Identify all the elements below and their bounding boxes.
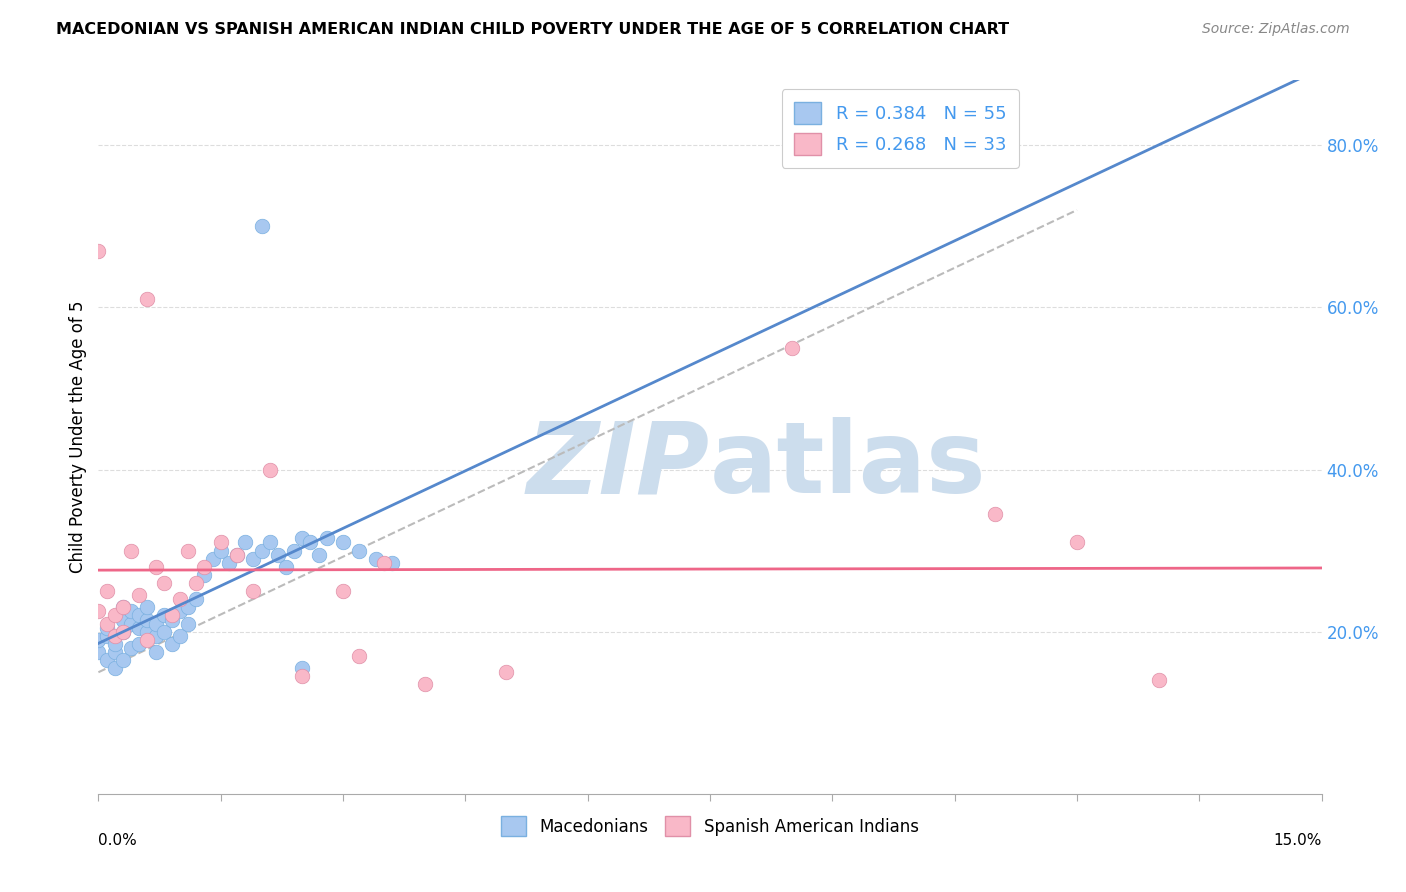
Point bbox=[87, 645, 110, 659]
Point bbox=[308, 548, 330, 562]
Point bbox=[128, 608, 150, 623]
Point bbox=[169, 592, 191, 607]
Point bbox=[111, 624, 134, 639]
Text: 15.0%: 15.0% bbox=[1274, 833, 1322, 848]
Text: atlas: atlas bbox=[710, 417, 987, 514]
Text: MACEDONIAN VS SPANISH AMERICAN INDIAN CHILD POVERTY UNDER THE AGE OF 5 CORRELATI: MACEDONIAN VS SPANISH AMERICAN INDIAN CH… bbox=[56, 22, 1010, 37]
Point bbox=[381, 556, 404, 570]
Point bbox=[291, 532, 314, 546]
Point bbox=[177, 543, 200, 558]
Point bbox=[201, 551, 224, 566]
Point bbox=[177, 616, 200, 631]
Point bbox=[169, 629, 191, 643]
Point bbox=[349, 648, 371, 663]
Point bbox=[259, 535, 281, 549]
Point bbox=[186, 592, 208, 607]
Point bbox=[104, 637, 127, 651]
Point bbox=[120, 640, 142, 655]
Point bbox=[299, 535, 322, 549]
Point bbox=[267, 548, 290, 562]
Point bbox=[291, 669, 314, 683]
Point bbox=[209, 535, 232, 549]
Point bbox=[274, 559, 297, 574]
Point bbox=[87, 632, 110, 647]
Point bbox=[315, 532, 337, 546]
Point bbox=[136, 613, 159, 627]
Point bbox=[87, 244, 110, 258]
Point bbox=[413, 677, 436, 691]
Point bbox=[193, 559, 215, 574]
Point bbox=[177, 600, 200, 615]
Point bbox=[373, 556, 395, 570]
Point bbox=[96, 584, 118, 599]
Point bbox=[169, 604, 191, 618]
Point bbox=[96, 629, 118, 643]
Point bbox=[495, 665, 517, 680]
Point bbox=[152, 624, 174, 639]
Point bbox=[128, 637, 150, 651]
Point bbox=[145, 645, 167, 659]
Point bbox=[111, 613, 134, 627]
Point bbox=[984, 507, 1007, 521]
Point bbox=[104, 645, 127, 659]
Point bbox=[111, 624, 134, 639]
Point bbox=[332, 535, 354, 549]
Point bbox=[160, 637, 183, 651]
Point bbox=[193, 568, 215, 582]
Point bbox=[104, 629, 127, 643]
Point bbox=[186, 576, 208, 591]
Point bbox=[160, 613, 183, 627]
Point bbox=[96, 616, 118, 631]
Point bbox=[145, 559, 167, 574]
Y-axis label: Child Poverty Under the Age of 5: Child Poverty Under the Age of 5 bbox=[69, 301, 87, 574]
Point bbox=[226, 548, 249, 562]
Point bbox=[136, 600, 159, 615]
Point bbox=[145, 616, 167, 631]
Point bbox=[1147, 673, 1170, 688]
Point bbox=[111, 653, 134, 667]
Point bbox=[259, 462, 281, 476]
Point bbox=[136, 632, 159, 647]
Point bbox=[283, 543, 305, 558]
Point bbox=[218, 556, 240, 570]
Point bbox=[780, 341, 803, 355]
Point bbox=[96, 621, 118, 635]
Point bbox=[242, 584, 264, 599]
Point bbox=[226, 548, 249, 562]
Point bbox=[242, 551, 264, 566]
Point bbox=[152, 608, 174, 623]
Point bbox=[233, 535, 256, 549]
Point bbox=[1066, 535, 1088, 549]
Point bbox=[152, 576, 174, 591]
Legend: Macedonians, Spanish American Indians: Macedonians, Spanish American Indians bbox=[491, 805, 929, 847]
Point bbox=[209, 543, 232, 558]
Point bbox=[120, 604, 142, 618]
Point bbox=[96, 653, 118, 667]
Point bbox=[128, 588, 150, 602]
Text: Source: ZipAtlas.com: Source: ZipAtlas.com bbox=[1202, 22, 1350, 37]
Point bbox=[332, 584, 354, 599]
Point bbox=[291, 661, 314, 675]
Point bbox=[349, 543, 371, 558]
Point bbox=[128, 621, 150, 635]
Point bbox=[104, 661, 127, 675]
Point bbox=[364, 551, 387, 566]
Point bbox=[120, 543, 142, 558]
Point bbox=[250, 543, 273, 558]
Point bbox=[250, 219, 273, 234]
Point bbox=[120, 616, 142, 631]
Point bbox=[111, 600, 134, 615]
Point bbox=[145, 629, 167, 643]
Point bbox=[111, 600, 134, 615]
Point bbox=[136, 292, 159, 306]
Point bbox=[87, 604, 110, 618]
Text: 0.0%: 0.0% bbox=[98, 833, 138, 848]
Point bbox=[160, 608, 183, 623]
Point bbox=[104, 608, 127, 623]
Text: ZIP: ZIP bbox=[527, 417, 710, 514]
Point bbox=[136, 624, 159, 639]
